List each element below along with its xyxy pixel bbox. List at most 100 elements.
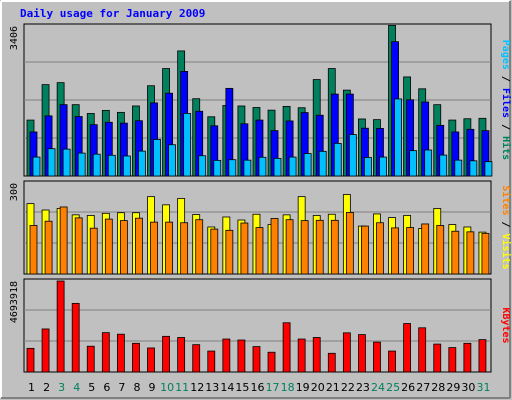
day-label-24: 24 (371, 381, 385, 394)
bar-sites-day-1 (29, 225, 38, 275)
bar-sites-day-7 (119, 220, 128, 275)
series-label-pages: Pages (500, 40, 511, 70)
series-separator: / (500, 70, 511, 88)
bar-kbytes-day-6 (101, 332, 110, 373)
bar-sites-day-5 (89, 227, 98, 275)
bar-kbytes-day-25 (388, 350, 396, 373)
panel-kbytes: 4693918 (9, 278, 492, 373)
day-label-17: 17 (266, 381, 280, 394)
bar-sites-day-8 (135, 217, 143, 275)
bar-kbytes-day-18 (282, 322, 291, 373)
day-label-15: 15 (235, 381, 249, 394)
series-label: Pages / Files / Hits (500, 40, 512, 160)
bar-kbytes-day-2 (41, 328, 50, 373)
day-label-1: 1 (28, 381, 35, 394)
bar-pages-day-19 (303, 153, 312, 177)
bar-kbytes-day-5 (86, 345, 95, 373)
bar-sites-day-4 (74, 217, 83, 275)
day-label-7: 7 (118, 381, 125, 394)
day-label-8: 8 (133, 381, 140, 394)
day-label-30: 30 (461, 381, 475, 394)
bar-pages-day-2 (47, 148, 56, 177)
day-label-31: 31 (476, 381, 490, 394)
bar-sites-day-23 (361, 225, 369, 275)
bar-kbytes-day-28 (433, 343, 442, 373)
bar-pages-day-7 (122, 155, 131, 177)
bar-sites-day-22 (345, 212, 354, 275)
bar-sites-day-20 (315, 219, 324, 275)
series-label: Sites / Visits (500, 185, 512, 269)
bar-kbytes-day-3 (56, 280, 65, 373)
day-label-18: 18 (281, 381, 295, 394)
bar-sites-day-9 (150, 221, 158, 275)
bar-pages-day-14 (228, 159, 237, 177)
bar-pages-day-24 (379, 156, 387, 177)
bar-pages-day-11 (183, 113, 192, 177)
series-label: KBytes (500, 307, 511, 343)
side-labels: Pages / Files / Hits Sites / Visits KBytes (500, 40, 512, 344)
bar-pages-day-31 (484, 161, 493, 177)
bar-sites-day-31 (481, 232, 490, 275)
day-label-5: 5 (88, 381, 95, 394)
day-label-20: 20 (311, 381, 325, 394)
bar-pages-day-16 (258, 156, 267, 177)
series-label-files: Files (500, 88, 512, 118)
bar-sites-day-29 (451, 230, 460, 275)
bar-sites-day-18 (285, 219, 294, 275)
bar-pages-day-20 (318, 150, 327, 177)
bar-sites-day-21 (330, 219, 339, 275)
day-label-25: 25 (386, 381, 400, 394)
bar-kbytes-day-11 (177, 337, 186, 373)
bar-pages-day-27 (424, 149, 433, 177)
bar-sites-day-12 (195, 219, 204, 275)
panel-pages-files-hits: 3406 (9, 23, 493, 177)
bar-pages-day-23 (364, 157, 372, 177)
bar-pages-day-29 (454, 159, 463, 177)
day-label-21: 21 (326, 381, 340, 394)
bar-kbytes-day-16 (252, 346, 261, 373)
bar-pages-day-4 (77, 152, 86, 177)
day-label-10: 10 (160, 381, 174, 394)
bar-sites-day-3 (59, 206, 68, 275)
bar-kbytes-day-12 (192, 344, 201, 373)
bar-sites-day-26 (406, 227, 415, 275)
bar-sites-day-17 (270, 218, 279, 275)
bar-pages-day-1 (32, 156, 41, 177)
bar-kbytes-day-13 (207, 350, 216, 373)
bar-sites-day-10 (165, 221, 173, 275)
ymax-label: 3406 (9, 26, 20, 50)
bar-kbytes-day-7 (116, 333, 125, 373)
day-label-3: 3 (58, 381, 65, 394)
bar-pages-day-28 (439, 154, 448, 177)
bar-pages-day-10 (168, 144, 176, 177)
series-label-hits: Hits (500, 136, 512, 160)
day-label-23: 23 (356, 381, 370, 394)
day-label-29: 29 (446, 381, 460, 394)
bar-kbytes-day-17 (267, 351, 276, 373)
bar-kbytes-day-21 (327, 352, 336, 373)
bar-sites-day-16 (255, 227, 264, 275)
day-label-26: 26 (401, 381, 415, 394)
day-label-19: 19 (296, 381, 310, 394)
bar-kbytes-day-19 (297, 338, 306, 373)
bar-sites-day-13 (210, 228, 219, 275)
bar-kbytes-day-9 (147, 347, 155, 373)
day-label-6: 6 (103, 381, 110, 394)
day-label-16: 16 (251, 381, 265, 394)
bar-kbytes-day-10 (162, 335, 170, 373)
bar-kbytes-day-15 (237, 339, 246, 373)
bar-pages-day-26 (409, 150, 418, 177)
bar-kbytes-day-4 (71, 302, 80, 373)
day-label-12: 12 (190, 381, 204, 394)
chart-title: Daily usage for January 2009 (20, 7, 205, 20)
panels: 3406 300 4693918 (9, 23, 493, 373)
bar-kbytes-day-22 (342, 332, 351, 373)
series-separator: / (500, 118, 511, 136)
bar-pages-day-8 (138, 150, 146, 177)
bar-sites-day-19 (300, 220, 309, 275)
bar-pages-day-17 (273, 157, 282, 177)
day-label-2: 2 (43, 381, 50, 394)
bar-kbytes-day-20 (312, 337, 321, 373)
bar-kbytes-day-14 (222, 338, 231, 373)
